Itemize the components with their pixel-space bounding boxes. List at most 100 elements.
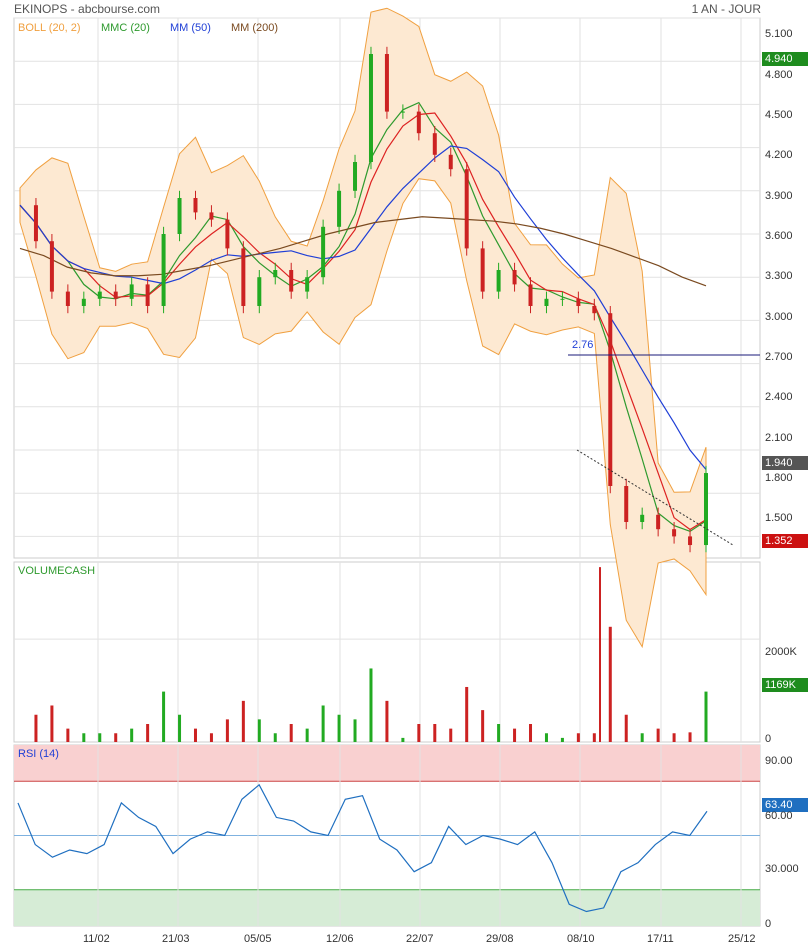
rsi-tick: 90.00 xyxy=(765,755,793,767)
candle-body xyxy=(448,154,453,170)
candle-body xyxy=(544,298,549,306)
legend-boll[interactable]: BOLL (20, 2) xyxy=(18,22,81,34)
candle-body xyxy=(305,277,310,292)
price-tick: 2.400 xyxy=(765,391,793,403)
period-label: 1 AN - JOUR xyxy=(691,2,761,16)
price-tick: 3.900 xyxy=(765,190,793,202)
rsi-tick: 60.00 xyxy=(765,810,793,822)
candle-body xyxy=(321,226,326,278)
hline-label: 2.76 xyxy=(572,339,594,351)
candle-body xyxy=(704,473,708,546)
candle-body xyxy=(672,529,677,537)
volume-bar xyxy=(193,728,197,742)
candle-body xyxy=(480,248,485,292)
bollinger-band xyxy=(19,7,707,649)
volume-bar xyxy=(465,686,469,742)
x-tick: 08/10 xyxy=(567,933,595,945)
x-tick: 12/06 xyxy=(326,933,354,945)
candle-body xyxy=(161,234,166,306)
volume-bar xyxy=(178,714,182,742)
volume-bar xyxy=(162,691,166,742)
candle-body xyxy=(656,514,661,530)
trend-line xyxy=(576,449,734,546)
volume-bar xyxy=(34,714,38,742)
price-tick: 4.800 xyxy=(765,69,793,81)
volume-tick: 2000K xyxy=(765,646,797,658)
volume-bar xyxy=(608,626,612,742)
candle-body xyxy=(113,291,118,299)
rsi-badge-last: 63.40 xyxy=(762,798,808,812)
volume-bar xyxy=(481,710,485,742)
volume-bar xyxy=(656,728,660,742)
candle-body xyxy=(416,111,421,134)
candle-body xyxy=(496,270,501,292)
candle-body xyxy=(33,205,38,242)
price-tick: 3.600 xyxy=(765,230,793,242)
volume-bar xyxy=(273,733,277,742)
candle-body xyxy=(49,241,54,292)
volume-bar xyxy=(289,724,293,742)
volume-bar xyxy=(688,732,692,742)
rsi-overbought-band xyxy=(14,745,760,782)
price-badge-high: 4.940 xyxy=(762,52,808,66)
candle-body xyxy=(81,298,86,306)
volume-bar xyxy=(337,714,341,742)
volume-bar xyxy=(146,724,150,742)
volume-bar xyxy=(353,719,357,742)
volume-bar xyxy=(241,700,245,742)
candle-body xyxy=(400,111,405,113)
candle-body xyxy=(273,270,278,278)
volume-bar xyxy=(114,733,118,742)
volume-bar xyxy=(433,724,437,742)
legend-mmc[interactable]: MMC (20) xyxy=(101,22,150,34)
candle-body xyxy=(432,133,437,155)
candle-body xyxy=(257,277,262,306)
candle-body xyxy=(225,219,230,249)
volume-bar xyxy=(576,733,580,742)
candle-body xyxy=(384,54,389,112)
legend-mm200[interactable]: MM (200) xyxy=(231,22,279,34)
candle-body xyxy=(688,536,693,546)
x-tick: 21/03 xyxy=(162,933,190,945)
rsi-oversold-band xyxy=(14,889,760,926)
volume-bar xyxy=(305,728,309,742)
rsi-line xyxy=(17,783,708,913)
candle-body xyxy=(289,270,294,292)
price-tick: 4.200 xyxy=(765,149,793,161)
volume-bar xyxy=(497,724,501,742)
candle-body xyxy=(512,270,517,285)
price-tick: 3.300 xyxy=(765,270,793,282)
price-tick: 2.100 xyxy=(765,432,793,444)
volume-bar xyxy=(449,728,453,742)
volume-bar xyxy=(209,733,213,742)
short-ma-line xyxy=(19,112,707,531)
volume-bar xyxy=(50,705,54,742)
x-tick: 22/07 xyxy=(406,933,434,945)
volume-bar xyxy=(130,728,134,742)
rsi-tick: 0 xyxy=(765,918,772,930)
candle-body xyxy=(337,190,342,227)
candle-body xyxy=(624,486,629,522)
candle-body xyxy=(608,313,613,486)
price-badge-last: 1.940 xyxy=(762,456,808,470)
candle-body xyxy=(241,248,246,306)
candle-body xyxy=(193,198,198,213)
candle-body xyxy=(353,162,358,191)
volume-badge-last: 1169K xyxy=(762,678,808,692)
legend-mm50[interactable]: MM (50) xyxy=(170,22,211,34)
price-tick: 3.000 xyxy=(765,311,793,323)
candle-body xyxy=(129,284,134,299)
candle-body xyxy=(576,298,581,306)
volume-bar xyxy=(401,737,405,742)
price-tick: 5.100 xyxy=(765,28,793,40)
mm-50-line xyxy=(19,145,707,470)
volume-bar xyxy=(82,733,86,742)
x-tick: 25/12 xyxy=(728,933,756,945)
chart-title: EKINOPS - abcbourse.com xyxy=(14,2,161,16)
volume-bar xyxy=(417,724,421,742)
candle-body xyxy=(145,284,150,306)
volume-bar xyxy=(544,733,548,742)
volume-bar xyxy=(704,691,708,742)
price-tick: 1.500 xyxy=(765,512,793,524)
candle-body xyxy=(177,198,182,234)
